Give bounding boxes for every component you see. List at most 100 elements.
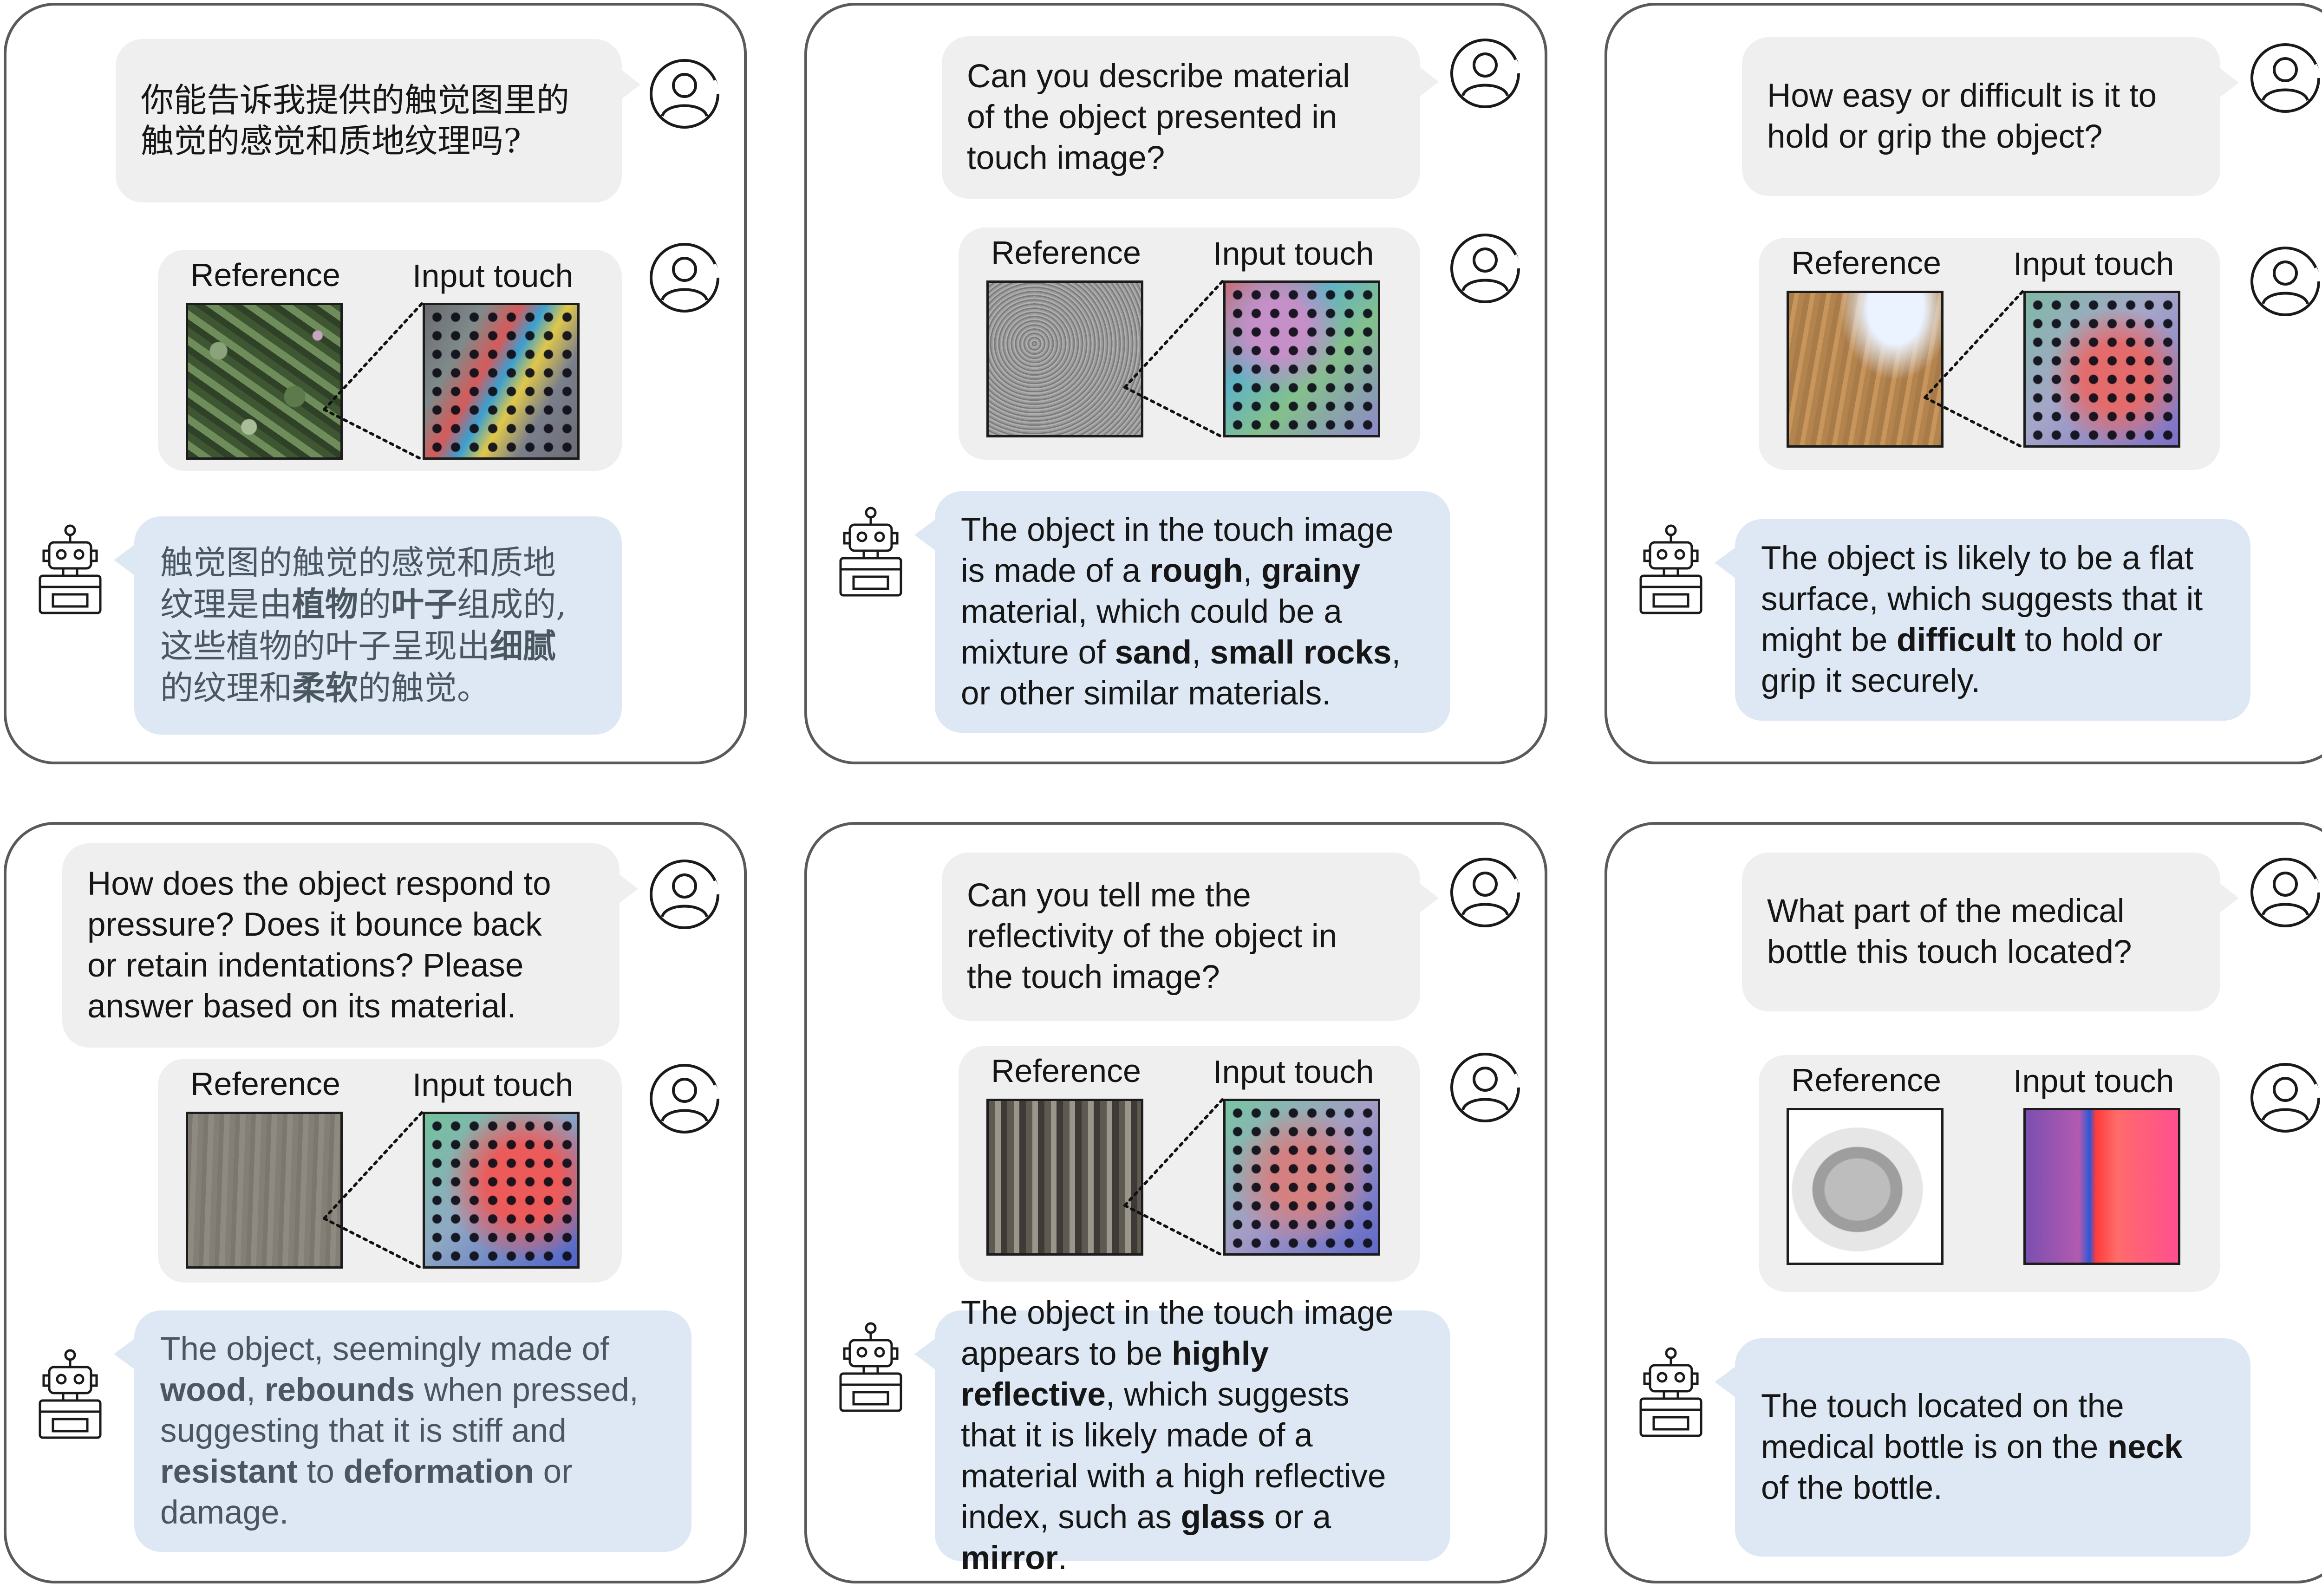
question-line: reflectivity of the object in (967, 918, 1337, 955)
answer-text: , (246, 1372, 265, 1408)
robot-icon (1636, 524, 1706, 617)
answer-bubble: 触觉图的触觉的感觉和质地 纹理是由植物的叶子组成的, 这些植物的叶子呈现出细腻 的纹理… (114, 516, 622, 735)
answer-line: 这些植物的叶子呈现出细腻 (160, 625, 596, 667)
answer-line: appears to be highly (961, 1334, 1424, 1375)
answer-bubble-tail (114, 544, 135, 576)
answer-line: is made of a rough, grainy (961, 551, 1424, 592)
user-avatar-icon (1448, 36, 1522, 111)
robot-icon (1636, 1347, 1706, 1440)
answer-line: wood, rebounds when pressed, (160, 1370, 665, 1411)
question-bubble: How does the object respond to pressure? … (62, 843, 638, 1048)
answer-text: of the bottle. (1761, 1470, 1943, 1506)
answer-line: The object in the touch image (961, 510, 1424, 551)
question-line: hold or grip the object? (1767, 118, 2103, 155)
image-pair-box: Reference Input touch (1759, 1055, 2220, 1292)
touch-image (423, 303, 580, 460)
highlighted-term: sand (1115, 634, 1192, 671)
reference-image (1787, 1108, 1944, 1265)
answer-text: medical bottle is on the (1761, 1429, 2107, 1466)
user-avatar-icon (1448, 855, 1522, 930)
question-line: Can you tell me the (967, 877, 1251, 914)
answer-text: is made of a (961, 553, 1150, 589)
answer-line: The object in the touch image (961, 1293, 1424, 1334)
reference-label: Reference (1791, 245, 1941, 281)
answer-line: material with a high reflective (961, 1456, 1424, 1497)
touch-image (2023, 291, 2180, 448)
dialogue-panel: How does the object respond to pressure? … (4, 822, 747, 1583)
touch-image (2023, 1108, 2180, 1265)
dialogue-panel: What part of the medical bottle this touc… (1605, 822, 2322, 1583)
answer-line: The object, seemingly made of (160, 1329, 665, 1370)
answer-line: suggesting that it is stiff and (160, 1411, 665, 1452)
input-touch-label: Input touch (412, 258, 574, 294)
question-line: Can you describe material (967, 58, 1350, 95)
highlighted-term: 植物 (292, 584, 359, 624)
answer-line: 的纹理和柔软的触觉。 (160, 667, 596, 709)
image-pair-box: Reference Input touch (158, 1059, 622, 1283)
answer-text: The touch located on the (1761, 1388, 2124, 1425)
answer-text: when pressed, (415, 1372, 639, 1408)
answer-bubble-tail (114, 1338, 135, 1370)
question-bubble-tail (1418, 882, 1439, 914)
user-avatar-icon (647, 241, 722, 315)
highlighted-term: glass (1181, 1499, 1265, 1536)
question-line: How easy or difficult is it to (1767, 78, 2157, 114)
touch-marker-dots (1226, 283, 1378, 435)
answer-line: 触觉图的触觉的感觉和质地 (160, 542, 596, 584)
reference-image (986, 1099, 1143, 1256)
answer-text: that it is likely made of a (961, 1417, 1313, 1454)
user-avatar-icon (2248, 244, 2322, 319)
touch-image (1223, 1099, 1380, 1256)
answer-text: The object in the touch image (961, 512, 1394, 548)
input-touch-label: Input touch (2013, 246, 2174, 282)
answer-text: 的纹理和 (160, 668, 293, 707)
user-avatar-icon (1448, 1050, 1522, 1125)
highlighted-term: 细腻 (490, 626, 556, 665)
user-avatar-icon (2248, 855, 2322, 930)
reference-image (986, 280, 1143, 437)
highlighted-term: highly (1171, 1335, 1269, 1372)
highlighted-term: wood (160, 1372, 247, 1408)
answer-line: that it is likely made of a (961, 1415, 1424, 1456)
user-avatar-icon (2248, 1061, 2322, 1135)
answer-line: might be difficult to hold or (1761, 620, 2224, 661)
answer-text: 纹理是由 (160, 585, 293, 624)
answer-text: 的触觉。 (358, 668, 490, 707)
question-line: 你能告诉我提供的触觉图里的 (141, 81, 570, 119)
answer-text: The object, seemingly made of (160, 1331, 609, 1368)
user-avatar-icon (647, 57, 722, 131)
question-bubble-tail (620, 69, 640, 100)
answer-text: material with a high reflective (961, 1458, 1386, 1495)
highlighted-term: rough (1149, 553, 1243, 589)
reference-label: Reference (991, 1053, 1141, 1089)
question-bubble: What part of the medical bottle this touc… (1742, 853, 2239, 1011)
answer-bubble: The object in the touch image is made of … (914, 491, 1450, 733)
image-pair-box: Reference Input touch (959, 1046, 1420, 1282)
question-bubble-tail (2218, 882, 2239, 914)
question-bubble-tail (1418, 66, 1439, 98)
touch-marker-dots (425, 1114, 577, 1266)
highlighted-term: resistant (160, 1453, 298, 1490)
highlighted-term: grainy (1261, 553, 1361, 589)
touch-marker-dots (2026, 293, 2178, 445)
answer-text: mixture of (961, 634, 1115, 671)
question-line: pressure? Does it bounce back (87, 906, 542, 943)
answer-line: of the bottle. (1761, 1468, 2224, 1509)
input-touch-label: Input touch (2013, 1063, 2174, 1099)
highlighted-term: difficult (1897, 622, 2016, 658)
reference-image (1787, 291, 1944, 448)
dialogue-panel: Can you tell me the reflectivity of the o… (804, 822, 1547, 1583)
answer-line: index, such as glass or a (961, 1497, 1424, 1538)
answer-text: damage. (160, 1494, 289, 1531)
robot-icon (836, 1322, 906, 1414)
robot-icon (836, 506, 906, 599)
question-bubble-tail (618, 873, 638, 905)
answer-line: mixture of sand, small rocks, (961, 632, 1424, 673)
user-avatar-icon (1448, 231, 1522, 306)
robot-icon (35, 524, 105, 617)
answer-line: damage. (160, 1492, 665, 1533)
reference-label: Reference (190, 1066, 340, 1102)
reference-image (186, 303, 343, 460)
question-line: 触觉的感觉和质地纹理吗? (141, 122, 522, 160)
